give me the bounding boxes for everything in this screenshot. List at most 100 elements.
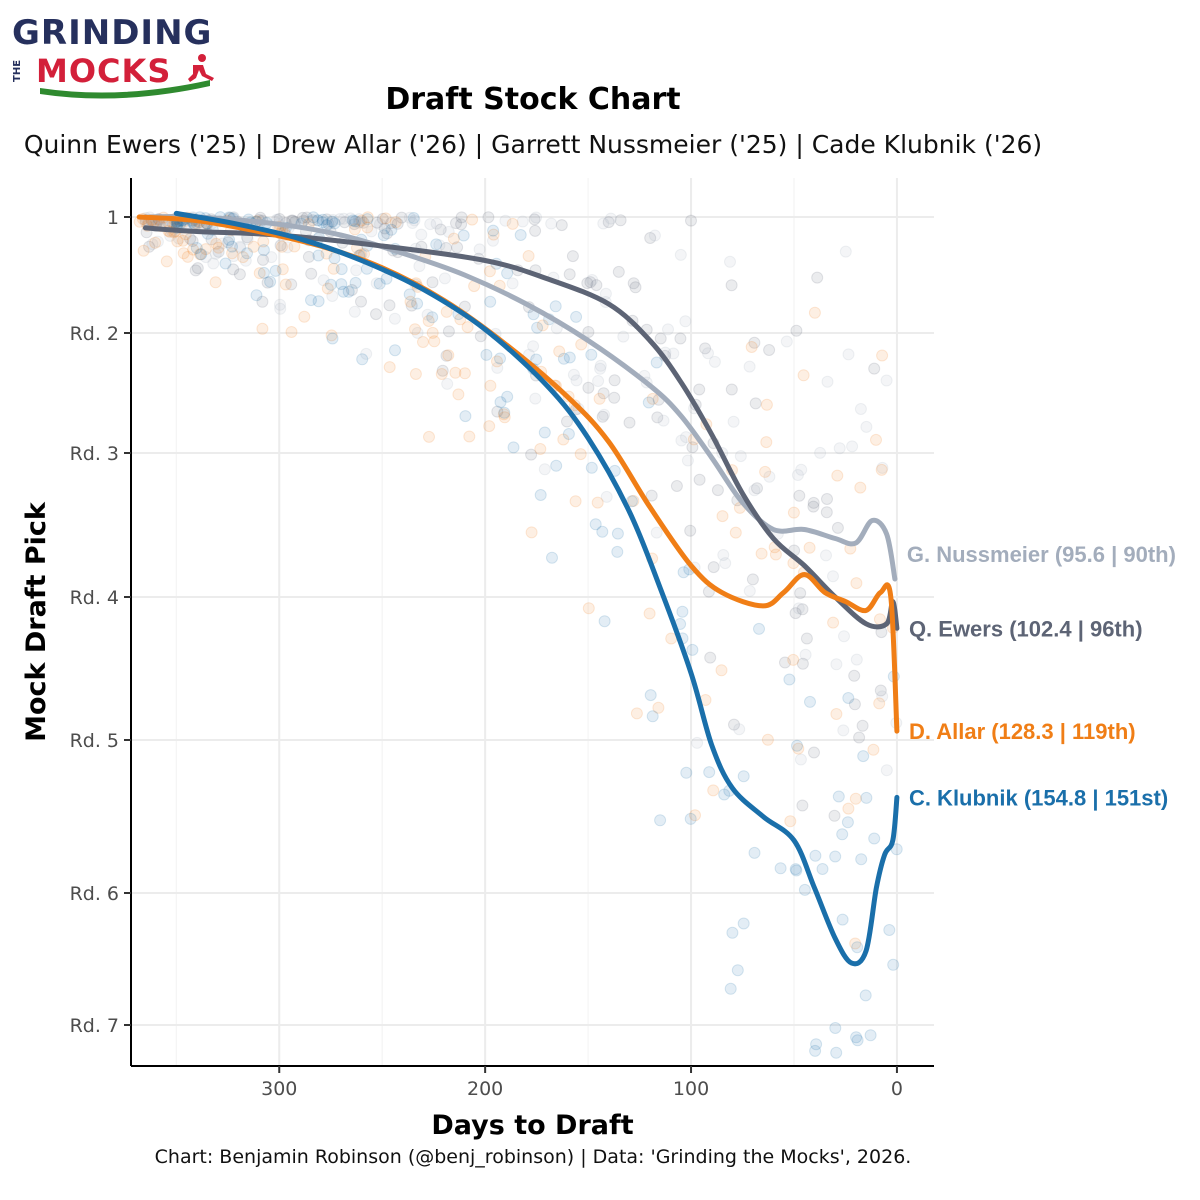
scatter-point	[868, 832, 881, 845]
logo-text-the: THE	[12, 60, 23, 82]
scatter-point	[582, 602, 595, 615]
scatter-point	[257, 253, 269, 266]
scatter-point	[604, 212, 617, 225]
scatter-point	[534, 443, 547, 455]
scatter-point	[316, 213, 329, 226]
scatter-point	[312, 214, 324, 227]
scatter-point	[575, 338, 588, 351]
scatter-point	[335, 278, 348, 291]
scatter-point	[531, 321, 544, 334]
scatter-point	[335, 263, 348, 276]
scatter-point	[783, 673, 796, 686]
scatter-point	[344, 212, 357, 225]
scatter-point	[365, 225, 378, 238]
scatter-point	[836, 913, 849, 926]
scatter-point	[725, 383, 738, 396]
scatter-point	[719, 557, 732, 570]
scatter-point	[499, 214, 512, 227]
scatter-point	[483, 265, 496, 278]
scatter-point	[326, 213, 339, 226]
scatter-point	[497, 408, 510, 421]
scatter-point	[829, 850, 842, 863]
scatter-point	[438, 272, 451, 285]
series-lines	[136, 210, 900, 967]
scatter-point	[302, 250, 315, 263]
scatter-point	[841, 816, 854, 829]
scatter-point	[662, 323, 674, 336]
scatter-point	[538, 426, 551, 439]
scatter-point	[642, 396, 655, 409]
scatter-point	[734, 450, 747, 463]
scatter-point	[356, 353, 369, 366]
scatter-point	[557, 352, 570, 365]
scatter-point	[409, 323, 421, 336]
scatter-point	[522, 250, 535, 262]
scatter-point	[530, 353, 543, 366]
scatter-point	[644, 232, 657, 244]
scatter-point	[611, 545, 624, 558]
scatter-point	[760, 398, 773, 411]
scatter-point	[316, 216, 329, 229]
scatter-point	[274, 302, 287, 315]
scatter-point	[352, 216, 365, 229]
scatter-point	[657, 414, 670, 427]
scatter-point	[703, 766, 716, 779]
scatter-point	[828, 809, 841, 822]
scatter-point	[337, 212, 350, 225]
scatter-point	[799, 648, 812, 661]
scatter-point	[210, 237, 223, 250]
scatter-point	[790, 324, 803, 337]
scatter-point	[717, 549, 730, 561]
scatter-point	[507, 441, 520, 454]
scatter-point	[172, 232, 185, 245]
scatter-point	[345, 284, 358, 296]
scatter-point	[791, 469, 804, 481]
scatter-point	[411, 326, 424, 339]
scatter-point	[593, 392, 606, 405]
scatter-point	[320, 213, 333, 226]
scatter-point	[483, 420, 496, 433]
scatter-point	[594, 362, 607, 375]
scatter-point	[328, 252, 341, 265]
scatter-point	[675, 434, 688, 447]
scatter-point	[529, 392, 542, 405]
scatter-point	[711, 484, 724, 497]
scatter-point	[549, 300, 562, 313]
scatter-point	[868, 362, 881, 375]
scatter-point	[381, 227, 394, 240]
series-end-labels: Q. Ewers (102.4 | 96th) G. Nussmeier (95.…	[907, 542, 1176, 810]
scatter-point	[598, 615, 611, 628]
y-tick-label: Rd. 3	[70, 443, 119, 465]
scatter-point	[887, 958, 900, 971]
scatter-point	[441, 377, 454, 390]
scatter-point	[643, 607, 656, 620]
scatter-point	[222, 236, 235, 249]
scatter-point	[219, 257, 232, 270]
scatter-point	[670, 480, 683, 492]
scatter-point	[592, 375, 605, 387]
scatter-point	[677, 566, 690, 579]
scatter-point	[385, 217, 398, 229]
scatter-point	[360, 347, 373, 360]
scatter-point	[600, 490, 613, 503]
scatter-point	[506, 277, 519, 290]
scatter-point	[820, 549, 832, 562]
scatter-point	[300, 211, 313, 224]
scatter-point	[563, 268, 576, 281]
scatter-point	[226, 240, 238, 253]
scatter-point	[338, 216, 351, 229]
scatter-point	[428, 335, 441, 348]
scatter-point	[436, 364, 449, 377]
scatter-point	[160, 255, 173, 268]
scatter-point	[506, 217, 519, 230]
scatter-point	[731, 964, 744, 977]
scatter-point	[333, 213, 346, 226]
scatter-point	[434, 223, 447, 236]
scatter-point	[856, 719, 869, 732]
scatter-point	[151, 235, 164, 248]
scatter-point	[585, 461, 598, 474]
scatter-point	[546, 551, 558, 564]
scatter-point	[848, 669, 861, 682]
scatter-point	[708, 355, 721, 368]
scatter-point	[686, 441, 699, 454]
